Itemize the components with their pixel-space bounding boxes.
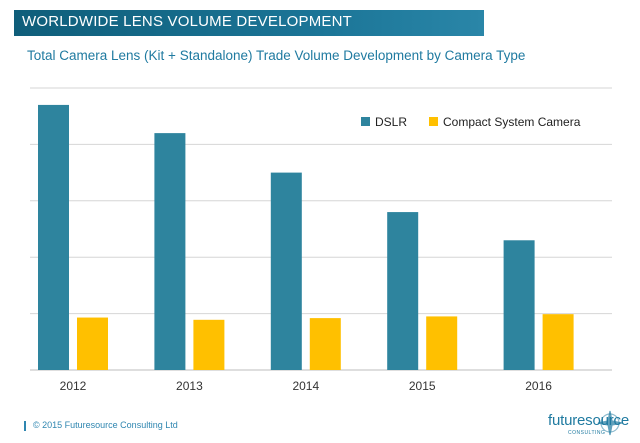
x-axis-ticks: 2012 2013 2014 2015 2016 xyxy=(60,379,553,393)
x-tick-label: 2012 xyxy=(60,379,87,393)
footer-divider xyxy=(24,421,26,431)
bar-csc-2016 xyxy=(542,314,574,370)
bar-dslr-2016 xyxy=(503,240,535,370)
bar-csc-2013 xyxy=(193,319,225,370)
logo-star-icon xyxy=(597,410,623,436)
chart-subtitle: Total Camera Lens (Kit + Standalone) Tra… xyxy=(27,48,526,63)
legend: DSLR Compact System Camera xyxy=(361,115,581,129)
bar-dslr-2013 xyxy=(154,133,186,370)
x-tick-label: 2014 xyxy=(292,379,319,393)
page-title: WORLDWIDE LENS VOLUME DEVELOPMENT xyxy=(22,13,352,30)
bar-csc-2015 xyxy=(426,316,458,370)
x-tick-label: 2016 xyxy=(525,379,552,393)
title-banner xyxy=(14,10,484,36)
legend-swatch xyxy=(361,117,370,126)
gridlines xyxy=(30,87,612,371)
bar-dslr-2015 xyxy=(387,212,419,370)
x-tick-label: 2013 xyxy=(176,379,203,393)
legend-label: Compact System Camera xyxy=(443,115,581,129)
futuresource-logo: futuresource CONSULTING xyxy=(548,409,636,441)
bar-csc-2012 xyxy=(77,317,108,370)
logo-subtext: CONSULTING xyxy=(568,430,606,436)
bar-csc-2014 xyxy=(309,318,341,370)
x-tick-label: 2015 xyxy=(409,379,436,393)
bar-dslr-2012 xyxy=(38,104,69,371)
bar-dslr-2014 xyxy=(270,172,302,370)
legend-label: DSLR xyxy=(375,115,407,129)
copyright-text: © 2015 Futuresource Consulting Ltd xyxy=(33,420,178,430)
bars xyxy=(38,104,574,371)
legend-swatch xyxy=(429,117,438,126)
